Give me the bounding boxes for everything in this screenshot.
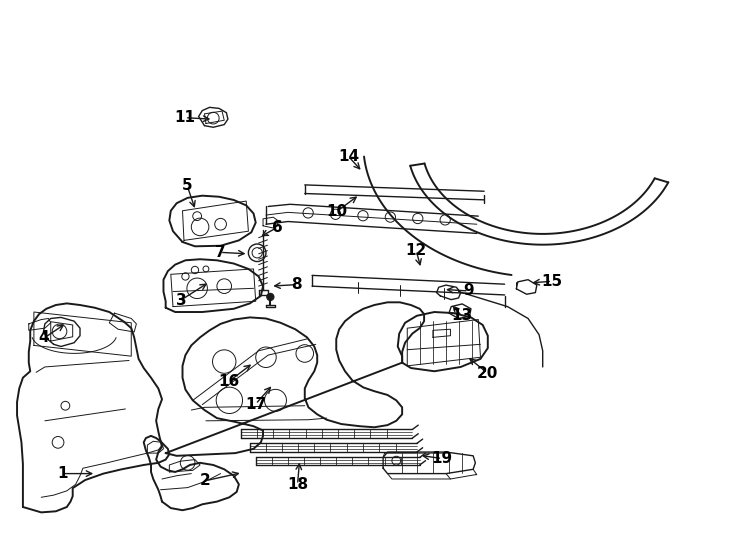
Text: 20: 20	[476, 366, 498, 381]
Text: 1: 1	[57, 466, 68, 481]
Text: 17: 17	[245, 397, 266, 411]
Text: 7: 7	[214, 245, 225, 260]
Text: 18: 18	[287, 477, 308, 492]
Text: 6: 6	[272, 220, 283, 235]
Text: 13: 13	[451, 308, 472, 323]
Text: 10: 10	[327, 204, 348, 219]
Text: 19: 19	[432, 451, 453, 466]
Text: 5: 5	[182, 178, 192, 193]
Text: 11: 11	[174, 110, 195, 125]
Text: 2: 2	[200, 473, 211, 488]
Text: 15: 15	[542, 274, 563, 289]
Text: 8: 8	[291, 277, 302, 292]
Text: 14: 14	[338, 149, 359, 164]
Text: 9: 9	[463, 284, 474, 299]
Text: 4: 4	[39, 330, 49, 346]
Text: 12: 12	[405, 243, 426, 258]
Circle shape	[266, 293, 274, 301]
Text: 16: 16	[218, 374, 239, 389]
Text: 3: 3	[175, 293, 186, 308]
